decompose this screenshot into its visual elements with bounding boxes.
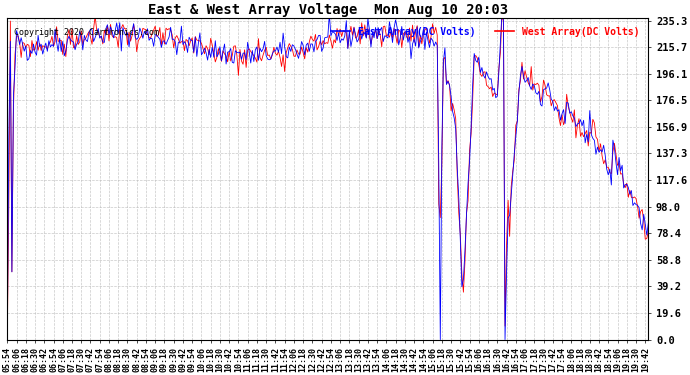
Text: Copyright 2020 Cartronics.com: Copyright 2020 Cartronics.com xyxy=(14,28,159,37)
Legend: East Array(DC Volts), West Array(DC Volts): East Array(DC Volts), West Array(DC Volt… xyxy=(327,23,644,40)
Title: East & West Array Voltage  Mon Aug 10 20:03: East & West Array Voltage Mon Aug 10 20:… xyxy=(148,3,508,17)
